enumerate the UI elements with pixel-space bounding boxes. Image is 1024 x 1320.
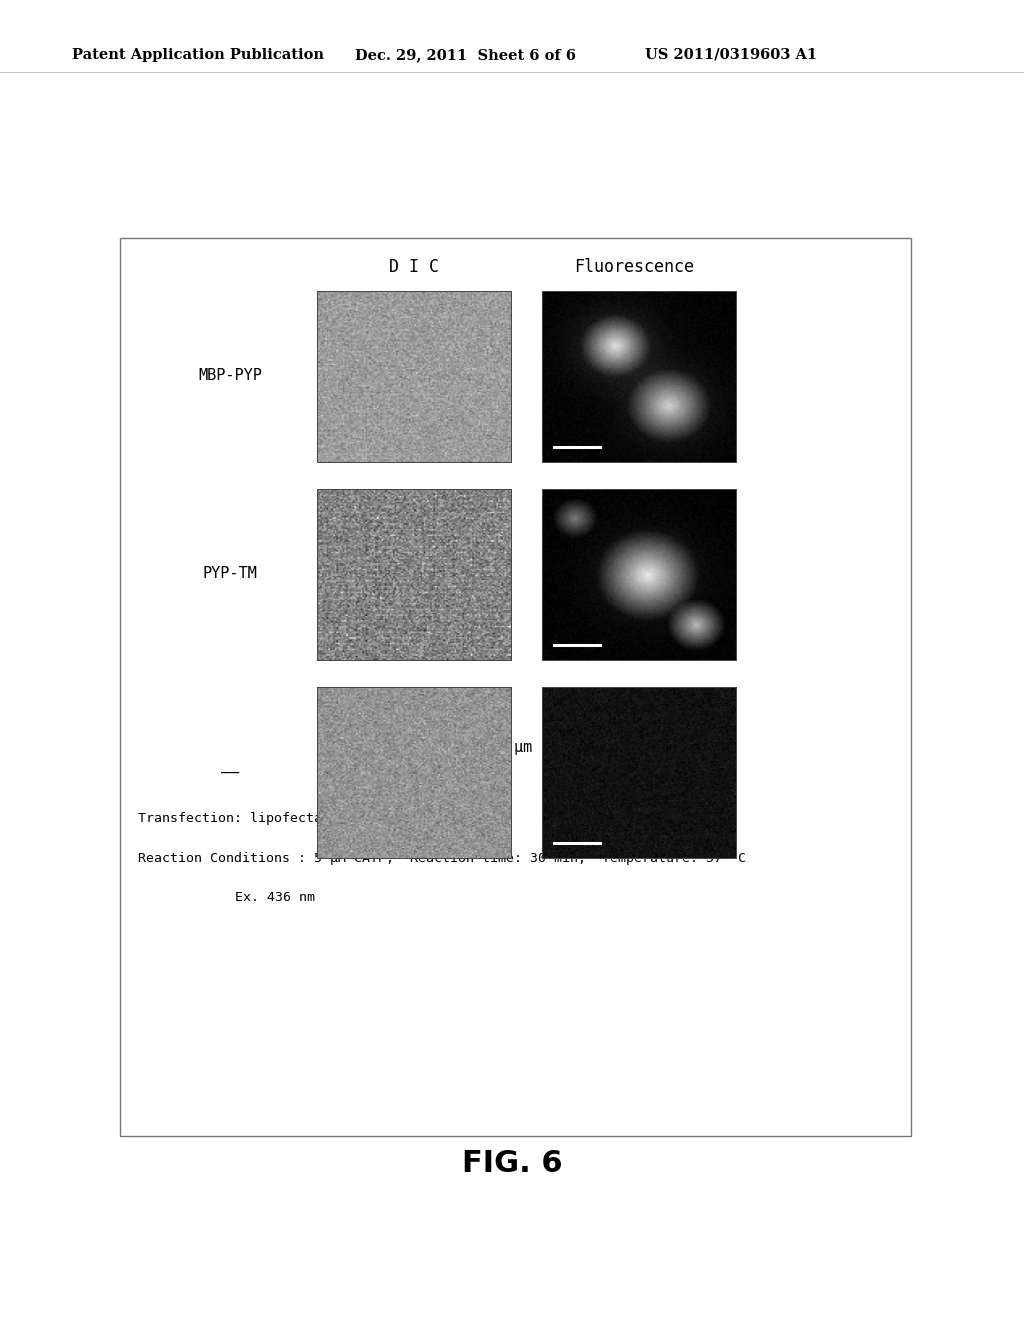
- Text: Fluorescence: Fluorescence: [574, 257, 694, 276]
- Text: MBP-PYP: MBP-PYP: [198, 368, 262, 384]
- Text: US 2011/0319603 A1: US 2011/0319603 A1: [645, 48, 817, 62]
- Text: Patent Application Publication: Patent Application Publication: [72, 48, 324, 62]
- Bar: [120, 238, 911, 1137]
- Text: Scall bars = 10 μm: Scall bars = 10 μm: [368, 741, 532, 755]
- Text: Ex. 436 nm: Ex. 436 nm: [234, 891, 315, 904]
- Text: ——: ——: [221, 764, 240, 780]
- Text: PYP-TM: PYP-TM: [203, 566, 257, 582]
- Text: FIG. 6: FIG. 6: [462, 1148, 562, 1177]
- Text: Transfection: lipofectamine 2000: Transfection: lipofectamine 2000: [138, 812, 394, 825]
- Text: D I C: D I C: [389, 257, 439, 276]
- Text: Dec. 29, 2011  Sheet 6 of 6: Dec. 29, 2011 Sheet 6 of 6: [355, 48, 575, 62]
- Text: Reaction Conditions : 5 μM CATP,  Reaction time: 30 min,  Temperature: 37 °C: Reaction Conditions : 5 μM CATP, Reactio…: [138, 851, 746, 865]
